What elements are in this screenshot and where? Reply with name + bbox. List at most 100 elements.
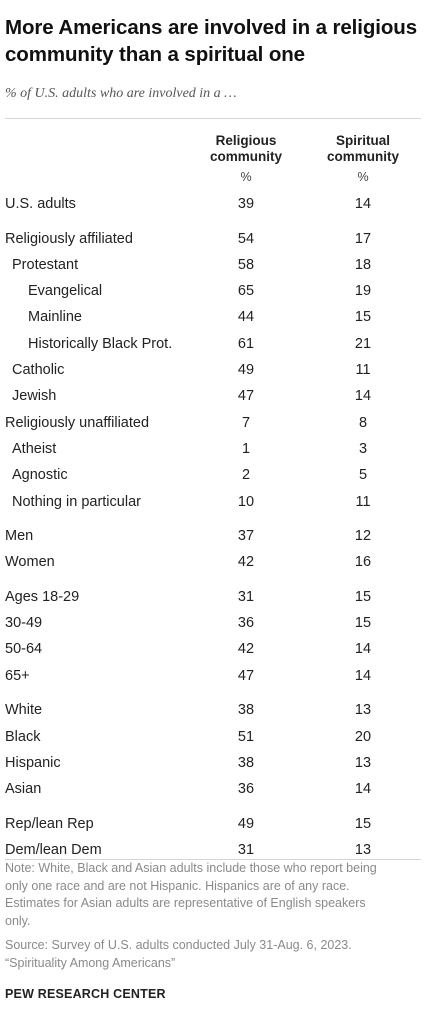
- table-row: Historically Black Prot. 61 21: [0, 336, 426, 358]
- row-label: Historically Black Prot.: [28, 335, 173, 352]
- source-line: Source: Survey of U.S. adults conducted …: [5, 938, 352, 952]
- table-row: U.S. adults 39 14: [0, 196, 426, 218]
- table-row: Religiously unaffiliated 7 8: [0, 415, 426, 437]
- table-row: Ages 18-29 31 15: [0, 589, 426, 611]
- table-row: 30-49 36 15: [0, 615, 426, 637]
- note-line: only.: [5, 913, 31, 928]
- religious-value: 47: [237, 667, 255, 684]
- religious-value: 58: [237, 256, 255, 273]
- table-row: Atheist 1 3: [0, 441, 426, 463]
- religious-value: 2: [241, 467, 251, 484]
- spiritual-value: 11: [355, 362, 371, 378]
- table-row: Asian 36 14: [0, 781, 426, 803]
- spiritual-value: 14: [354, 388, 372, 405]
- header-divider: [5, 118, 421, 119]
- religious-value: 49: [237, 362, 255, 378]
- table-row: Rep/lean Rep 49 15: [0, 816, 426, 838]
- row-label: Atheist: [12, 440, 57, 457]
- row-label: 30-49: [5, 615, 43, 632]
- row-label: Nothing in particular: [12, 493, 141, 510]
- spiritual-value: 16: [354, 554, 372, 571]
- source-line: “Spirituality Among Americans”: [5, 955, 176, 970]
- religious-value: 38: [237, 702, 255, 719]
- spiritual-value: 14: [354, 641, 372, 658]
- chart-subtitle: % of U.S. adults who are involved in a …: [5, 86, 237, 101]
- row-label: Women: [5, 554, 55, 571]
- religious-value: 61: [237, 335, 255, 352]
- chart-title: More Americans are involved in a religio…: [5, 16, 418, 66]
- religious-value: 10: [237, 493, 255, 510]
- religious-value: 36: [237, 615, 255, 632]
- row-label: U.S. adults: [5, 196, 76, 212]
- religious-value: 31: [237, 841, 255, 858]
- spiritual-value: 15: [354, 615, 372, 632]
- column-unit-spiritual: %: [357, 170, 369, 184]
- religious-value: 7: [241, 414, 251, 431]
- spiritual-value: 19: [354, 283, 372, 300]
- column-unit-religious: %: [240, 170, 252, 184]
- spiritual-value: 20: [354, 728, 372, 745]
- column-header-religious: Religious community: [209, 133, 282, 164]
- table-row: Women 42 16: [0, 554, 426, 576]
- religious-value: 44: [237, 309, 255, 326]
- religious-value: 31: [237, 588, 255, 605]
- spiritual-value: 15: [354, 815, 372, 832]
- spiritual-value: 14: [354, 781, 372, 798]
- row-label: Religiously unaffiliated: [5, 414, 150, 431]
- religious-value: 39: [237, 196, 255, 212]
- row-label: Agnostic: [12, 467, 68, 484]
- religious-value: 37: [237, 528, 255, 544]
- table-row: Agnostic 2 5: [0, 467, 426, 489]
- religious-value: 51: [237, 728, 255, 745]
- row-label: Mainline: [28, 309, 82, 326]
- row-label: Religiously affiliated: [5, 230, 133, 247]
- religious-value: 47: [237, 388, 255, 405]
- table-row: Hispanic 38 13: [0, 755, 426, 777]
- religious-value: 42: [237, 641, 255, 658]
- spiritual-value: 8: [358, 414, 368, 431]
- spiritual-value: 15: [354, 588, 372, 605]
- table-row: Black 51 20: [0, 729, 426, 751]
- table-row: Religiously affiliated 54 17: [0, 231, 426, 253]
- row-label: 50-64: [5, 641, 43, 658]
- row-label: Dem/lean Dem: [5, 841, 102, 858]
- row-label: Rep/lean Rep: [5, 815, 94, 832]
- religious-value: 36: [237, 781, 255, 798]
- row-label: Evangelical: [28, 283, 103, 300]
- footer-divider: [5, 859, 421, 860]
- table-row: Protestant 58 18: [0, 257, 426, 279]
- row-label: White: [5, 702, 43, 719]
- row-label: 65+: [5, 667, 30, 684]
- table-row: Mainline 44 15: [0, 309, 426, 331]
- spiritual-value: 11: [355, 493, 371, 510]
- spiritual-value: 3: [358, 440, 368, 457]
- spiritual-value: 21: [354, 335, 372, 352]
- table-row: Catholic 49 11: [0, 362, 426, 384]
- spiritual-value: 14: [354, 667, 372, 684]
- spiritual-value: 15: [354, 309, 372, 326]
- note-line: only one race and are not Hispanic. Hisp…: [5, 878, 350, 893]
- spiritual-value: 17: [354, 230, 372, 247]
- row-label: Jewish: [12, 388, 57, 405]
- row-label: Catholic: [12, 362, 65, 378]
- religious-value: 1: [241, 440, 251, 457]
- table-row: 50-64 42 14: [0, 641, 426, 663]
- spiritual-value: 12: [354, 528, 372, 544]
- column-header-spiritual: Spiritual community: [326, 133, 399, 164]
- row-label: Protestant: [12, 256, 79, 273]
- spiritual-value: 13: [354, 702, 372, 719]
- row-label: Men: [5, 528, 34, 544]
- table-row: White 38 13: [0, 702, 426, 724]
- note-line: Note: White, Black and Asian adults incl…: [5, 861, 377, 875]
- row-label: Ages 18-29: [5, 588, 80, 605]
- note-line: Estimates for Asian adults are represent…: [5, 896, 366, 910]
- spiritual-value: 18: [354, 256, 372, 273]
- row-label: Asian: [5, 781, 42, 798]
- spiritual-value: 5: [358, 467, 368, 484]
- religious-value: 65: [237, 283, 255, 300]
- religious-value: 49: [237, 815, 255, 832]
- spiritual-value: 13: [354, 754, 372, 771]
- religious-value: 42: [237, 554, 255, 571]
- brand-logo-text: PEW RESEARCH CENTER: [5, 987, 166, 1001]
- row-label: Hispanic: [5, 754, 61, 771]
